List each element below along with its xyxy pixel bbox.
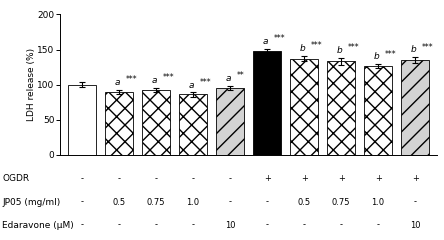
Text: -: - <box>192 174 194 183</box>
Text: 0.75: 0.75 <box>332 198 350 207</box>
Text: **: ** <box>237 71 245 80</box>
Text: -: - <box>118 221 121 230</box>
Text: -: - <box>229 174 232 183</box>
Text: -: - <box>414 198 416 207</box>
Text: b: b <box>299 44 305 53</box>
Text: ***: *** <box>311 41 322 50</box>
Bar <box>105 92 133 155</box>
Text: -: - <box>81 221 83 230</box>
Text: -: - <box>266 198 269 207</box>
Text: a: a <box>226 74 231 83</box>
Bar <box>179 94 207 155</box>
Text: 10: 10 <box>410 221 420 230</box>
Text: 10: 10 <box>225 221 235 230</box>
Text: -: - <box>81 174 83 183</box>
Text: a: a <box>115 78 120 87</box>
Bar <box>68 85 96 155</box>
Text: a: a <box>262 37 268 46</box>
Text: +: + <box>412 174 419 183</box>
Bar <box>142 90 170 155</box>
Text: 0.5: 0.5 <box>113 198 126 207</box>
Text: a: a <box>189 80 194 90</box>
Text: ***: *** <box>163 73 174 83</box>
Text: b: b <box>337 46 342 55</box>
Bar <box>364 66 392 155</box>
Text: ***: *** <box>422 43 433 52</box>
Bar <box>401 60 429 155</box>
Text: Edaravone (μM): Edaravone (μM) <box>2 221 74 230</box>
Text: 1.0: 1.0 <box>186 198 200 207</box>
Bar <box>327 61 355 155</box>
Text: -: - <box>81 198 83 207</box>
Text: +: + <box>264 174 270 183</box>
Text: JP05 (mg/ml): JP05 (mg/ml) <box>2 198 60 207</box>
Text: -: - <box>155 221 158 230</box>
Text: -: - <box>229 198 232 207</box>
Text: 1.0: 1.0 <box>372 198 385 207</box>
Text: 0.75: 0.75 <box>147 198 165 207</box>
Text: ***: *** <box>348 43 360 52</box>
Text: 0.5: 0.5 <box>297 198 311 207</box>
Text: OGDR: OGDR <box>2 174 29 183</box>
Text: b: b <box>410 45 416 54</box>
Text: ***: *** <box>274 34 285 43</box>
Text: -: - <box>118 174 121 183</box>
Text: -: - <box>377 221 380 230</box>
Bar <box>290 59 318 155</box>
Bar <box>216 88 244 155</box>
Text: -: - <box>155 174 158 183</box>
Bar <box>253 51 281 155</box>
Text: +: + <box>338 174 345 183</box>
Text: b: b <box>373 52 379 61</box>
Text: -: - <box>192 221 194 230</box>
Text: -: - <box>303 221 305 230</box>
Text: a: a <box>151 76 157 85</box>
Text: ***: *** <box>200 78 211 87</box>
Text: -: - <box>340 221 343 230</box>
Text: ***: *** <box>385 50 396 59</box>
Text: -: - <box>266 221 269 230</box>
Text: ***: *** <box>126 75 138 84</box>
Text: +: + <box>375 174 381 183</box>
Y-axis label: LDH release (%): LDH release (%) <box>27 48 36 121</box>
Text: +: + <box>301 174 308 183</box>
